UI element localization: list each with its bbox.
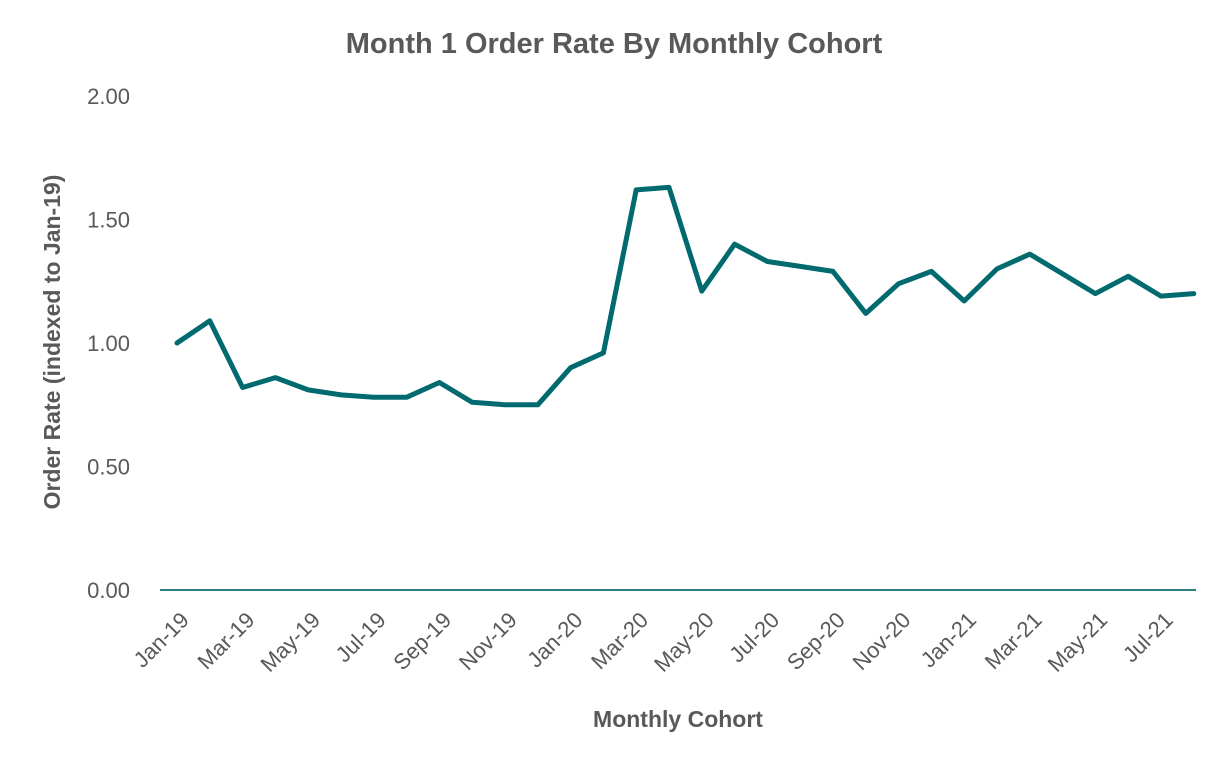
y-tick-labels: 0.00 0.50 1.00 1.50 2.00 (87, 84, 130, 603)
y-tick-label: 2.00 (87, 84, 130, 109)
x-tick-label: Jul-21 (1118, 607, 1178, 667)
x-tick-label: Mar-21 (980, 607, 1047, 674)
x-tick-label: May-20 (649, 607, 719, 677)
x-tick-label: Jan-21 (916, 607, 981, 672)
y-tick-label: 1.00 (87, 331, 130, 356)
x-tick-label: May-21 (1043, 607, 1113, 677)
x-tick-label: Nov-19 (454, 607, 522, 675)
x-axis-title: Monthly Cohort (593, 706, 763, 732)
x-tick-label: May-19 (255, 607, 325, 677)
y-tick-label: 0.00 (87, 578, 130, 603)
x-tick-label: Jul-19 (331, 607, 391, 667)
x-tick-label: Nov-20 (848, 607, 916, 675)
x-tick-label: Jul-20 (724, 607, 784, 667)
chart-title: Month 1 Order Rate By Monthly Cohort (346, 28, 883, 60)
x-tick-label: Sep-19 (388, 607, 456, 675)
series-line (174, 184, 1197, 408)
x-tick-label: Mar-19 (192, 607, 259, 674)
x-tick-label: Jan-20 (522, 607, 587, 672)
x-tick-label: Sep-20 (782, 607, 850, 675)
y-axis-title: Order Rate (indexed to Jan-19) (39, 175, 65, 510)
y-tick-label: 1.50 (87, 208, 130, 233)
x-tick-label: Mar-20 (586, 607, 653, 674)
y-tick-label: 0.50 (87, 455, 130, 480)
data-points (175, 185, 1197, 407)
x-tick-label: Jan-19 (129, 607, 194, 672)
